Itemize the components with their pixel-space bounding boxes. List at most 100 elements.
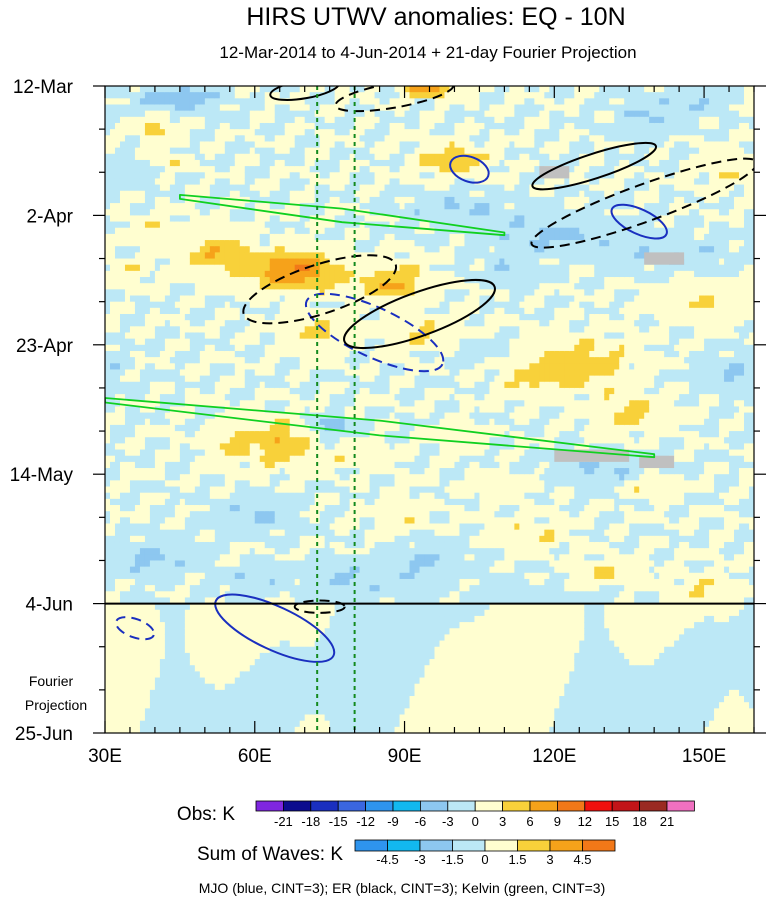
heatmap-cell bbox=[329, 498, 336, 506]
heatmap-cell bbox=[304, 628, 311, 636]
heatmap-cell bbox=[309, 665, 316, 672]
heatmap-cell bbox=[134, 283, 141, 290]
heatmap-cell bbox=[259, 548, 266, 555]
heatmap-cell bbox=[149, 449, 156, 457]
heatmap-cell bbox=[194, 560, 201, 568]
heatmap-cell bbox=[129, 289, 136, 297]
heatmap-cell bbox=[329, 474, 336, 481]
heatmap-cell bbox=[289, 141, 296, 149]
heatmap-cell bbox=[199, 418, 206, 426]
heatmap-cell bbox=[124, 548, 131, 555]
heatmap-cell bbox=[179, 344, 186, 352]
heatmap-cell bbox=[105, 708, 111, 716]
heatmap-cell bbox=[159, 283, 166, 290]
heatmap-cell bbox=[124, 615, 131, 623]
heatmap-cell bbox=[269, 652, 276, 660]
heatmap-cell bbox=[294, 110, 301, 118]
heatmap-cell bbox=[124, 529, 131, 537]
heatmap-cell bbox=[154, 381, 161, 389]
heatmap-cell bbox=[319, 523, 326, 531]
heatmap-cell bbox=[284, 609, 291, 617]
heatmap-cell bbox=[134, 147, 141, 155]
heatmap-cell bbox=[139, 486, 146, 494]
heatmap-cell bbox=[329, 264, 336, 272]
heatmap-cell bbox=[239, 468, 246, 475]
heatmap-cell bbox=[284, 665, 291, 672]
heatmap-cell bbox=[269, 295, 276, 303]
heatmap-cell bbox=[199, 548, 206, 555]
heatmap-cell bbox=[169, 320, 176, 327]
heatmap-cell bbox=[109, 523, 116, 531]
heatmap-cell bbox=[119, 437, 126, 444]
heatmap-cell bbox=[304, 554, 311, 562]
heatmap-cell bbox=[169, 357, 176, 364]
heatmap-cell bbox=[189, 270, 196, 278]
heatmap-cell bbox=[264, 468, 271, 475]
heatmap-cell bbox=[179, 258, 186, 266]
heatmap-cell bbox=[274, 652, 281, 660]
heatmap-cell bbox=[189, 301, 196, 309]
heatmap-cell bbox=[194, 603, 201, 611]
heatmap-cell bbox=[124, 233, 131, 241]
heatmap-cell bbox=[164, 480, 171, 488]
heatmap-cell bbox=[279, 548, 286, 555]
heatmap-cell bbox=[214, 369, 221, 377]
heatmap-cell bbox=[149, 277, 156, 284]
heatmap-cell bbox=[139, 714, 146, 722]
heatmap-cell bbox=[159, 554, 166, 562]
heatmap-cell bbox=[274, 270, 281, 278]
heatmap-cell bbox=[229, 696, 236, 703]
heatmap-cell bbox=[284, 363, 291, 371]
heatmap-cell bbox=[159, 412, 166, 420]
heatmap-cell bbox=[304, 646, 311, 654]
heatmap-cell bbox=[294, 720, 301, 728]
heatmap-cell bbox=[199, 609, 206, 617]
heatmap-cell bbox=[199, 615, 206, 623]
heatmap-cell bbox=[159, 714, 166, 722]
heatmap-cell bbox=[159, 313, 166, 321]
heatmap-cell bbox=[214, 258, 221, 266]
heatmap-cell bbox=[129, 468, 136, 475]
heatmap-cell bbox=[194, 597, 201, 605]
heatmap-cell bbox=[334, 628, 341, 636]
heatmap-cell bbox=[294, 726, 301, 733]
heatmap-cell bbox=[144, 369, 151, 377]
heatmap-cell bbox=[154, 116, 161, 124]
heatmap-cell bbox=[204, 683, 211, 691]
heatmap-cell bbox=[254, 437, 261, 444]
heatmap-cell bbox=[224, 523, 231, 531]
heatmap-cell bbox=[309, 357, 316, 364]
heatmap-cell bbox=[254, 634, 261, 642]
heatmap-cell bbox=[109, 726, 116, 733]
heatmap-cell bbox=[234, 554, 241, 562]
heatmap-cell bbox=[254, 591, 261, 599]
heatmap-cell bbox=[239, 98, 246, 106]
heatmap-cell bbox=[114, 110, 121, 118]
heatmap-cell bbox=[219, 184, 226, 192]
heatmap-cell bbox=[239, 135, 246, 143]
heatmap-cell bbox=[154, 652, 161, 660]
heatmap-cell bbox=[129, 363, 136, 371]
heatmap-cell bbox=[179, 628, 186, 636]
heatmap-cell bbox=[229, 209, 236, 216]
heatmap-cell bbox=[284, 233, 291, 241]
heatmap-cell bbox=[224, 449, 231, 457]
heatmap-cell bbox=[324, 671, 331, 679]
heatmap-cell bbox=[219, 264, 226, 272]
heatmap-cell bbox=[119, 548, 126, 555]
heatmap-cell bbox=[119, 387, 126, 395]
heatmap-cell bbox=[114, 659, 121, 666]
heatmap-cell bbox=[334, 696, 341, 703]
heatmap-cell bbox=[154, 350, 161, 358]
heatmap-cell bbox=[264, 240, 271, 247]
heatmap-cell bbox=[105, 449, 111, 457]
heatmap-cell bbox=[179, 677, 186, 685]
heatmap-cell bbox=[279, 597, 286, 605]
heatmap-cell bbox=[294, 295, 301, 303]
heatmap-cell bbox=[274, 696, 281, 703]
heatmap-cell bbox=[279, 141, 286, 149]
heatmap-cell bbox=[334, 406, 341, 414]
heatmap-cell bbox=[304, 548, 311, 555]
heatmap-cell bbox=[244, 455, 251, 463]
heatmap-cell bbox=[194, 652, 201, 660]
